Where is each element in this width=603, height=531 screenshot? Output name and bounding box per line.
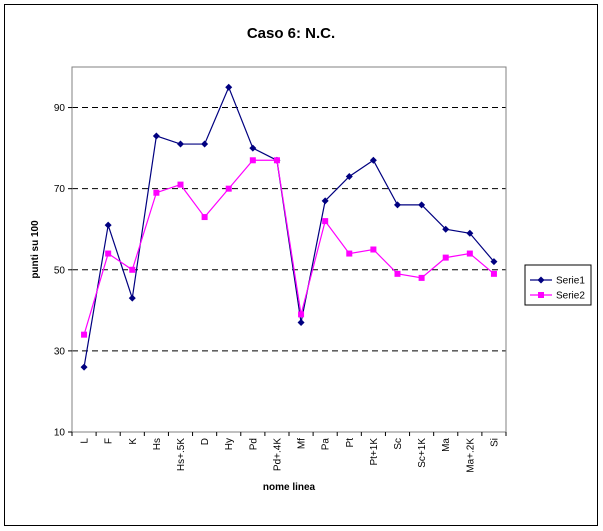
- grid-lines: [72, 107, 506, 352]
- data-point: [177, 140, 184, 148]
- data-point: [152, 132, 160, 140]
- x-tick-label: Si: [489, 438, 500, 447]
- x-tick-label: Sc: [393, 438, 404, 450]
- data-point: [442, 225, 450, 233]
- data-point: [201, 214, 208, 221]
- data-point: [129, 266, 136, 273]
- data-point: [466, 250, 473, 257]
- x-tick-label: Ma: [441, 438, 452, 452]
- y-tick-label: 50: [54, 265, 66, 276]
- plot-area: [71, 66, 507, 433]
- chart-title: Caso 6: N.C.: [247, 25, 335, 42]
- data-point: [370, 246, 377, 253]
- x-tick-label: Ma+.2K: [465, 438, 476, 473]
- x-axis-title: nome linea: [263, 482, 316, 493]
- data-point: [297, 319, 305, 326]
- x-tick-label: Hy: [224, 438, 235, 450]
- x-tick-label: L: [80, 438, 91, 444]
- x-tick-label: Pt: [345, 438, 356, 448]
- data-point: [153, 189, 160, 196]
- legend-label: Serie1: [556, 276, 585, 287]
- data-point: [322, 218, 329, 225]
- y-tick-labels: 10 30 50 70 90: [54, 103, 72, 439]
- data-point: [394, 270, 401, 277]
- data-point: [346, 250, 353, 257]
- data-point: [249, 157, 256, 164]
- data-point: [369, 156, 377, 164]
- x-tick-label: Pd+.4K: [272, 438, 283, 471]
- y-tick-label: 70: [54, 184, 66, 195]
- series-line: [83, 85, 495, 368]
- y-tick-label: 30: [54, 346, 66, 357]
- x-tick-label: F: [104, 438, 115, 444]
- data-point: [104, 221, 112, 229]
- x-tick-label: Pa: [321, 438, 332, 451]
- legend-marker: [538, 292, 544, 298]
- x-tick-label: Hs: [152, 438, 163, 450]
- legend-label: Serie2: [556, 291, 585, 302]
- data-point: [105, 250, 112, 257]
- y-axis-title: punti su 100: [30, 220, 41, 279]
- legend-marker: [537, 276, 545, 284]
- chart-frame: [4, 4, 598, 526]
- data-point: [81, 331, 88, 338]
- y-tick-label: 10: [54, 428, 66, 439]
- x-tick-label: Hs+.5K: [176, 438, 187, 471]
- data-point: [225, 83, 233, 91]
- data-point: [128, 294, 136, 302]
- series-group: [80, 83, 498, 371]
- data-point: [298, 311, 305, 318]
- data-point: [418, 201, 426, 209]
- data-point: [273, 157, 280, 164]
- x-tick-label: D: [200, 438, 211, 445]
- data-point: [394, 201, 401, 209]
- data-point: [442, 254, 449, 261]
- legend: Serie1 Serie2: [524, 264, 592, 306]
- data-point: [321, 197, 329, 205]
- data-point: [249, 144, 257, 152]
- data-point: [225, 185, 232, 192]
- x-tick-label: K: [128, 438, 139, 445]
- x-tick-label: Pd: [248, 438, 259, 450]
- legend-box: [524, 264, 592, 306]
- x-tick-labels: L F K Hs Hs+.5K D Hy Pd Pd+.4K Mf Pa Pt Pt+1K Sc Sc+1K…: [71, 432, 507, 473]
- series-1: [80, 83, 498, 371]
- x-tick-label: Pt+1K: [369, 438, 380, 466]
- data-point: [490, 270, 497, 277]
- legend-item-2: Serie2: [530, 291, 585, 302]
- legend-item-1: Serie1: [530, 276, 585, 287]
- y-tick-label: 90: [54, 103, 66, 114]
- x-tick-label: Sc+1K: [417, 438, 428, 468]
- data-point: [490, 258, 498, 266]
- data-point: [466, 229, 474, 237]
- series-2: [81, 157, 497, 338]
- data-point: [418, 274, 425, 281]
- data-point: [80, 363, 88, 371]
- data-point: [177, 181, 184, 188]
- data-point: [201, 140, 209, 148]
- x-tick-label: Mf: [297, 438, 308, 449]
- data-point: [345, 173, 353, 180]
- series-line: [83, 159, 495, 335]
